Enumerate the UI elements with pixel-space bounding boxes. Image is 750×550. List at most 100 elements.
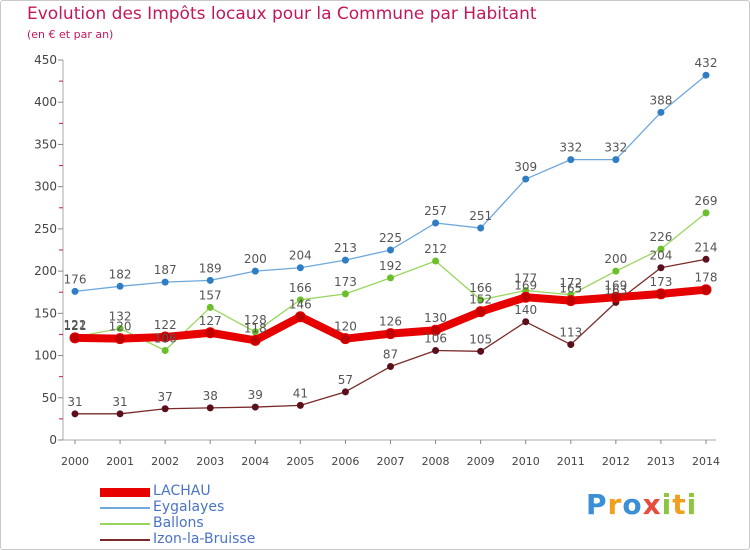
data-label: 132 [109, 310, 132, 324]
data-point [702, 71, 710, 79]
data-label: 39 [248, 388, 263, 402]
data-point [206, 303, 214, 311]
logo-letter: i [686, 488, 698, 521]
data-point [294, 311, 306, 323]
data-label: 169 [514, 278, 537, 292]
x-tick-label: 2011 [557, 455, 585, 468]
data-label: 152 [469, 293, 492, 307]
data-point [565, 295, 577, 307]
data-point [387, 363, 394, 371]
data-point [69, 332, 81, 344]
y-tick-label: 350 [34, 137, 57, 151]
x-tick-label: 2004 [241, 455, 269, 468]
data-point [700, 284, 712, 296]
legend-label: Izon-la-Bruisse [153, 531, 256, 547]
legend-swatch [100, 487, 150, 497]
data-point [159, 331, 171, 343]
data-label: 87 [383, 348, 398, 362]
data-label: 106 [424, 331, 447, 345]
data-point [251, 328, 259, 336]
data-point [161, 405, 169, 413]
data-point [161, 278, 169, 286]
data-point [251, 267, 259, 275]
data-label: 57 [338, 373, 353, 387]
data-point [655, 288, 667, 300]
chart-subtitle: (en € et par an) [27, 28, 114, 41]
data-label: 122 [154, 318, 177, 332]
data-point [116, 282, 124, 290]
data-point [385, 328, 396, 340]
legend-label: Eygalayes [153, 499, 225, 515]
data-label: 432 [695, 56, 718, 70]
data-label: 251 [469, 209, 492, 223]
data-label: 105 [469, 332, 492, 346]
data-label: 225 [379, 231, 402, 245]
data-label: 204 [289, 249, 312, 263]
data-point [204, 327, 216, 339]
data-label: 128 [244, 313, 267, 327]
logo-letter: i [661, 488, 673, 521]
data-label: 200 [604, 252, 627, 266]
y-tick-label: 300 [34, 180, 57, 194]
data-point [339, 333, 351, 345]
data-label: 332 [604, 141, 627, 155]
data-label: 200 [244, 252, 267, 266]
y-tick-label: 50 [42, 391, 57, 405]
y-tick-label: 400 [34, 95, 57, 109]
data-point [116, 410, 124, 418]
data-label: 169 [604, 278, 627, 292]
x-tick-label: 2008 [422, 455, 450, 468]
data-point [341, 388, 349, 396]
data-label: 166 [289, 281, 312, 295]
data-point [341, 290, 349, 298]
data-label: 106 [154, 331, 177, 345]
data-point [567, 341, 575, 349]
data-point [249, 334, 261, 346]
data-label: 38 [203, 389, 218, 403]
data-label: 41 [293, 386, 308, 400]
data-point [432, 219, 440, 227]
data-point [71, 410, 79, 418]
data-label: 214 [695, 240, 718, 254]
data-point [657, 108, 665, 116]
y-tick-label: 100 [34, 349, 57, 363]
data-point [522, 175, 530, 183]
data-point [612, 156, 620, 164]
data-point [114, 333, 126, 345]
data-label: 176 [64, 272, 87, 286]
data-label: 178 [695, 271, 718, 285]
x-tick-label: 2002 [151, 455, 179, 468]
x-tick-label: 2000 [61, 455, 89, 468]
data-label: 172 [559, 276, 582, 290]
logo-letter: t [672, 488, 687, 521]
data-point [477, 224, 485, 232]
data-label: 121 [64, 319, 87, 333]
data-point [341, 256, 349, 264]
data-label: 165 [559, 282, 582, 296]
data-point [387, 246, 394, 254]
data-label: 173 [334, 275, 357, 289]
x-tick-label: 2006 [331, 455, 359, 468]
data-point [612, 267, 620, 275]
y-tick-label: 450 [34, 53, 57, 67]
data-label: 187 [154, 263, 177, 277]
data-label: 120 [109, 320, 132, 334]
data-label: 127 [199, 314, 222, 328]
x-tick-label: 2003 [196, 455, 224, 468]
data-point [296, 296, 304, 304]
logo-letter: r [607, 488, 623, 521]
legend-swatch [100, 539, 150, 541]
y-tick-label: 0 [49, 433, 57, 447]
x-tick-label: 2009 [467, 455, 495, 468]
logo-letter: o [622, 488, 643, 521]
data-label: 118 [244, 321, 267, 335]
data-point [161, 346, 169, 354]
data-point [387, 274, 394, 282]
data-point [610, 291, 622, 303]
data-point [522, 318, 530, 326]
data-point [432, 346, 440, 354]
x-tick-label: 2014 [692, 455, 720, 468]
legend-swatch [100, 523, 150, 525]
data-point [206, 276, 214, 284]
